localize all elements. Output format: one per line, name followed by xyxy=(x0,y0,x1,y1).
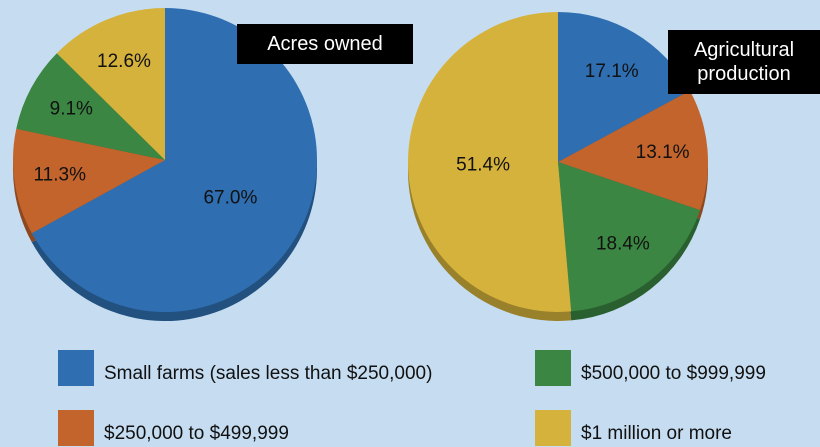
slice xyxy=(408,12,572,312)
value-label: 67.0% xyxy=(203,188,257,209)
legend-label: $250,000 to $499,999 xyxy=(104,423,289,444)
slice xyxy=(558,11,690,162)
value-label: 11.3% xyxy=(34,165,87,186)
chart-title: Acres owned xyxy=(237,24,413,64)
legend-label: $1 million or more xyxy=(581,423,732,444)
legend-swatch xyxy=(58,350,94,386)
value-label: 12.6% xyxy=(97,51,151,72)
value-label: 13.1% xyxy=(636,142,690,163)
slice xyxy=(56,8,166,160)
slice xyxy=(558,162,701,312)
value-label: 18.4% xyxy=(596,234,650,255)
legend-swatch xyxy=(58,410,94,446)
legend-swatch xyxy=(535,410,571,446)
legend-swatch xyxy=(535,350,571,386)
legend-label: Small farms (sales less than $250,000) xyxy=(104,363,432,384)
value-label: 51.4% xyxy=(456,154,510,175)
legend-label: $500,000 to $999,999 xyxy=(581,363,766,384)
slice xyxy=(13,128,166,234)
slice xyxy=(31,8,317,312)
value-label: 17.1% xyxy=(585,61,639,82)
chart-title: Agricultural production xyxy=(668,30,820,94)
slice xyxy=(16,53,165,160)
value-label: 9.1% xyxy=(50,99,93,120)
slice xyxy=(558,90,708,211)
